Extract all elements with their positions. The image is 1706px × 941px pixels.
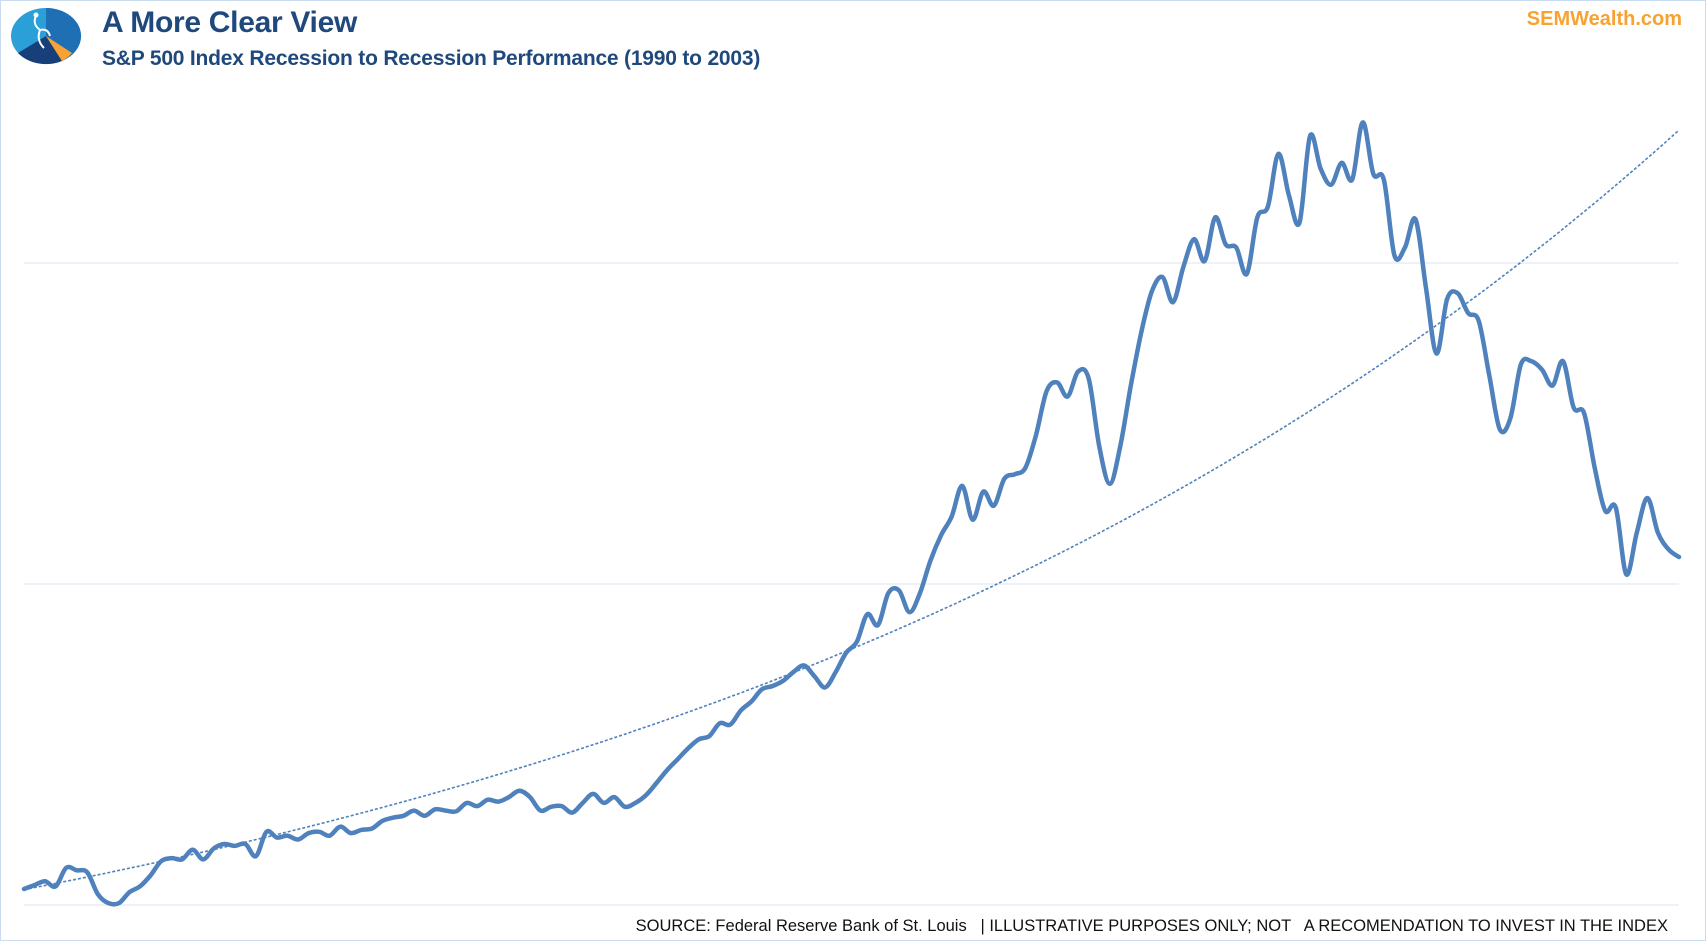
sp500-series-line bbox=[21, 120, 1682, 907]
chart-subtitle: S&P 500 Index Recession to Recession Per… bbox=[102, 47, 761, 70]
brand-link[interactable]: SEMWealth.com bbox=[1526, 8, 1682, 30]
chart-title: A More Clear View bbox=[102, 6, 357, 39]
semwealth-logo-icon bbox=[11, 8, 82, 65]
source-footnote: SOURCE: Federal Reserve Bank of St. Loui… bbox=[635, 917, 1668, 935]
trendline bbox=[23, 129, 1680, 891]
